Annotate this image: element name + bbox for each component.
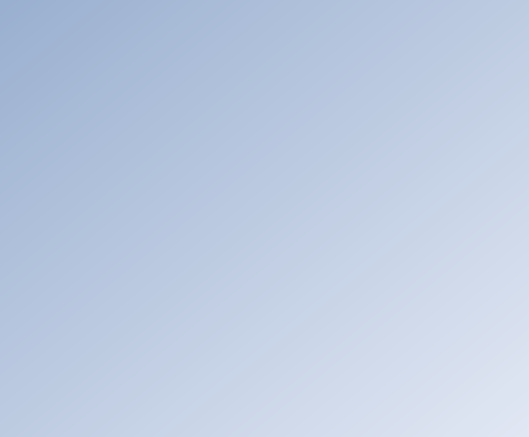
FLUENT — [103, 312, 109, 317]
Y-axis label: Velocity,
M/s: Velocity, M/s — [0, 175, 33, 214]
FLUENT — [185, 290, 191, 295]
FLUENT — [144, 331, 150, 336]
FLUENT — [376, 204, 382, 209]
FLUENT — [298, 237, 305, 242]
FLUENT — [412, 184, 418, 189]
Experimental — [375, 195, 383, 202]
FLUENT — [272, 245, 279, 250]
FLUENT — [97, 267, 104, 272]
FLUENT — [479, 37, 485, 42]
FLUENT — [123, 354, 130, 359]
Experimental — [400, 183, 409, 190]
FLUENT — [107, 333, 114, 339]
Experimental — [143, 331, 151, 338]
Experimental — [96, 232, 105, 239]
Line: FLUENT: FLUENT — [95, 39, 508, 357]
FLUENT — [350, 214, 357, 219]
Experimental — [323, 218, 332, 225]
FLUENT — [92, 236, 98, 241]
FLUENT — [474, 41, 480, 46]
Experimental — [349, 205, 358, 212]
Experimental — [106, 327, 115, 334]
FLUENT — [247, 254, 253, 260]
FLUENT — [443, 136, 449, 141]
Experimental — [168, 304, 177, 311]
Experimental — [117, 354, 125, 361]
FLUENT — [324, 225, 331, 230]
FLUENT — [458, 97, 464, 102]
Experimental — [426, 130, 435, 137]
FLUENT — [154, 319, 160, 324]
FLUENT — [118, 353, 124, 358]
FLUENT — [195, 283, 202, 288]
FLUENT — [469, 52, 475, 57]
FLUENT — [139, 339, 145, 344]
FLUENT — [128, 351, 134, 356]
FLUENT — [100, 290, 106, 295]
FLUENT — [221, 265, 227, 271]
FLUENT — [402, 191, 408, 196]
FLUENT — [453, 110, 460, 115]
FLUENT — [427, 162, 434, 167]
FLUENT — [133, 346, 140, 351]
Experimental — [297, 235, 306, 242]
Experimental — [468, 30, 476, 37]
Experimental — [245, 255, 254, 262]
Legend: Experimental, FLUENT: Experimental, FLUENT — [102, 24, 236, 70]
Experimental — [194, 277, 203, 284]
FLUENT — [489, 59, 496, 64]
FLUENT — [505, 171, 511, 177]
Experimental — [483, 58, 491, 65]
Experimental — [271, 248, 280, 255]
Experimental — [452, 71, 461, 78]
FLUENT — [463, 76, 470, 81]
X-axis label: Position, M: Position, M — [249, 399, 354, 417]
FLUENT — [169, 302, 176, 307]
FLUENT — [113, 346, 119, 351]
Experimental — [220, 262, 229, 269]
